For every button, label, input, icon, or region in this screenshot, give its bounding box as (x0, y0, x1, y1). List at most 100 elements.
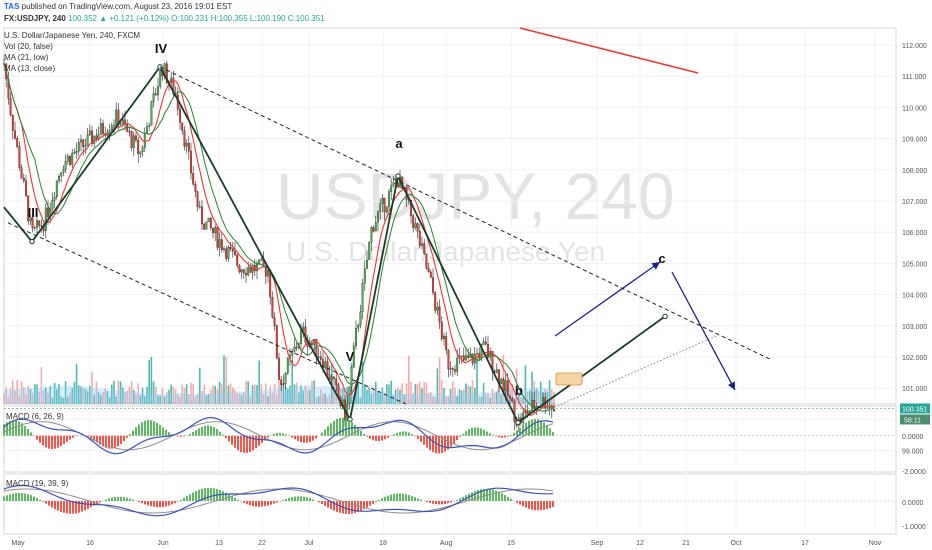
macd-histogram-bar (513, 432, 515, 436)
macd-histogram-bar (345, 501, 347, 514)
indicator-ma-13[interactable]: MA (13, close) (4, 64, 56, 73)
wave-point (395, 173, 401, 179)
macd-histogram-bar (111, 497, 113, 501)
candle-body (366, 259, 368, 269)
volume-bar (56, 389, 58, 404)
macd-histogram-bar (504, 435, 506, 438)
macd-histogram-bar (21, 423, 23, 436)
macd-histogram-bar (480, 489, 482, 501)
macd-histogram-bar (489, 489, 491, 501)
candle-body (240, 269, 243, 273)
macd-histogram-bar (423, 435, 425, 445)
volume-bar (333, 385, 335, 404)
macd-histogram-bar (294, 435, 296, 440)
volume-bar (108, 397, 111, 404)
volume-bar (36, 384, 38, 404)
macd-histogram-bar (12, 493, 14, 501)
macd-histogram-bar (336, 501, 338, 512)
candle-body (495, 369, 498, 373)
macd-histogram-bar (318, 501, 320, 503)
macd-histogram-bar (285, 498, 287, 501)
candle-body (179, 109, 181, 123)
macd-histogram-bar (72, 501, 74, 514)
volume-bar (445, 396, 447, 404)
macd-histogram-bar (309, 435, 311, 443)
volume-bar (493, 392, 496, 404)
macd-histogram-bar (219, 431, 221, 436)
candle-body (172, 77, 175, 95)
upper-trendline (159, 66, 773, 361)
candle-body (293, 346, 296, 352)
candle-body (141, 147, 144, 153)
macd-histogram-bar (210, 425, 212, 436)
countdown-marker (900, 414, 930, 425)
indicator-ma-21[interactable]: MA (21, low) (4, 53, 49, 62)
macd-histogram-bar (381, 498, 383, 501)
macd-histogram-bar (408, 432, 410, 436)
candle-body (286, 358, 289, 374)
candle-body (410, 200, 412, 216)
candle-body (185, 143, 188, 147)
macd-histogram-bar (144, 420, 146, 436)
macd-histogram-bar (63, 435, 65, 444)
candle-body (300, 330, 302, 344)
candle-body (278, 358, 280, 380)
volume-bar (289, 385, 291, 404)
time-tick-label: 22 (258, 540, 266, 547)
volume-bar (95, 381, 98, 404)
volume-bar (82, 388, 84, 404)
macd-histogram-bar (156, 422, 158, 436)
candle-body (20, 167, 23, 179)
candle-body (282, 383, 285, 386)
candle-body (11, 114, 14, 131)
volume-bar (394, 389, 397, 404)
volume-bar (500, 394, 502, 404)
macd-histogram-bar (30, 495, 32, 501)
macd-histogram-bar (405, 431, 407, 436)
macd-histogram-bar (75, 501, 77, 514)
candle-body (319, 356, 322, 360)
volume-bar (291, 360, 293, 404)
candle-body (427, 267, 430, 273)
volume-bar (309, 389, 311, 404)
indicator-volume[interactable]: Vol (20, false) (4, 42, 53, 51)
candle-body (291, 351, 294, 356)
macd-histogram-bar (498, 435, 500, 438)
macd-histogram-bar (444, 435, 446, 452)
macd-panel-2-label[interactable]: MACD (19, 39, 9) (6, 479, 69, 488)
volume-bar (403, 394, 406, 404)
volume-bar (221, 383, 223, 404)
time-tick-label: Jul (305, 540, 314, 547)
macd-histogram-bar (252, 435, 254, 451)
volume-bar (223, 355, 225, 404)
macd-histogram-bar (195, 491, 197, 501)
macd-histogram-bar (24, 493, 26, 501)
macd-histogram-bar (201, 426, 203, 436)
volume-bar (273, 384, 276, 404)
price-change: 100.352 ▲ +0.121 (+0.12%) (68, 14, 169, 23)
price-tick-label: 104.000 (902, 293, 927, 300)
volume-bar (421, 388, 423, 404)
wave-label-w4: IV (155, 41, 168, 56)
volume-bar (80, 386, 82, 404)
publisher-name[interactable]: TAS (4, 2, 20, 11)
volume-bar (278, 367, 280, 404)
macd-histogram-bar (444, 501, 446, 504)
macd-panel-1-label[interactable]: MACD (6, 26, 9) (6, 412, 64, 421)
candle-body (546, 407, 549, 409)
ma-21-line (3, 63, 555, 412)
candle-body (220, 239, 223, 251)
volume-bar (113, 380, 115, 404)
candle-body (207, 217, 210, 222)
macd-histogram-bar (255, 501, 257, 507)
macd-histogram-bar (207, 487, 209, 501)
macd-histogram-bar (507, 435, 509, 437)
macd-histogram-bar (141, 501, 143, 504)
macd-histogram-bar (267, 435, 269, 438)
macd-histogram-bar (378, 499, 380, 501)
volume-bar (324, 393, 326, 404)
macd-histogram-bar (246, 501, 248, 505)
current-price-marker (900, 403, 930, 414)
